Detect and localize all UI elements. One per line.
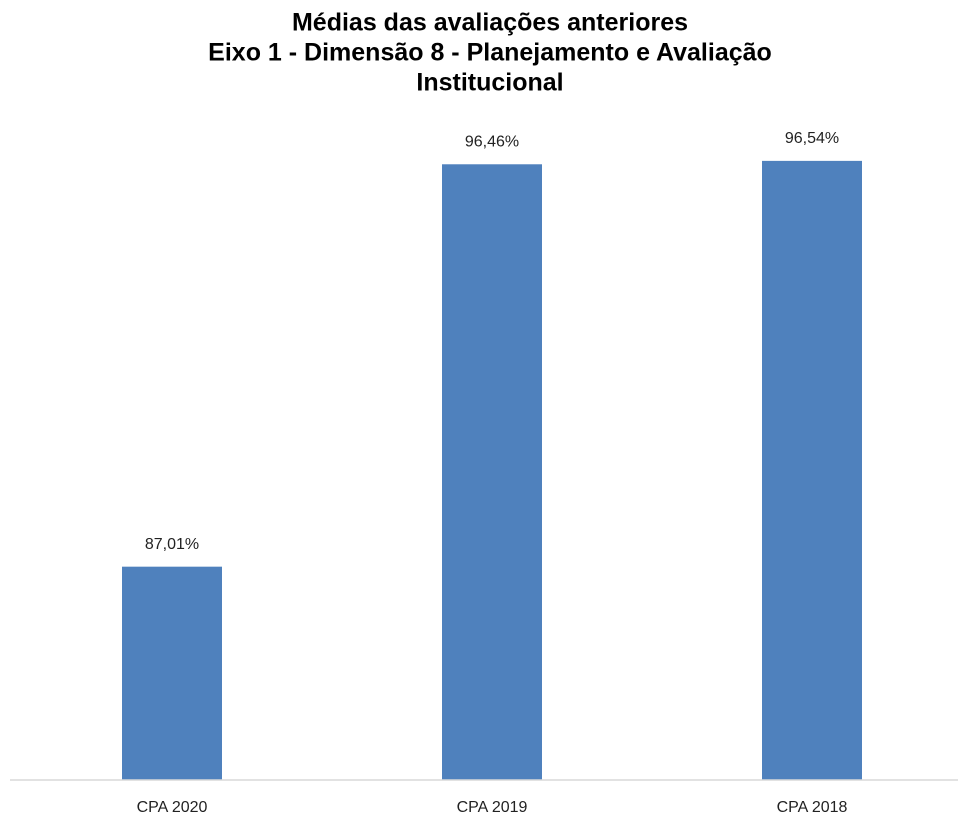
x-tick-label: CPA 2020 (137, 799, 208, 816)
data-label: 96,54% (785, 130, 839, 147)
x-tick-label: CPA 2019 (457, 799, 528, 816)
bar (122, 566, 222, 780)
chart-title: Eixo 1 - Dimensão 8 - Planejamento e Ava… (208, 39, 772, 67)
bar (762, 160, 862, 780)
chart-title: Institucional (416, 69, 563, 97)
data-label: 87,01% (145, 536, 199, 553)
chart-title: Médias das avaliações anteriores (292, 9, 688, 37)
x-tick-label: CPA 2018 (777, 799, 848, 816)
bar (442, 164, 542, 780)
data-label: 96,46% (465, 134, 519, 151)
